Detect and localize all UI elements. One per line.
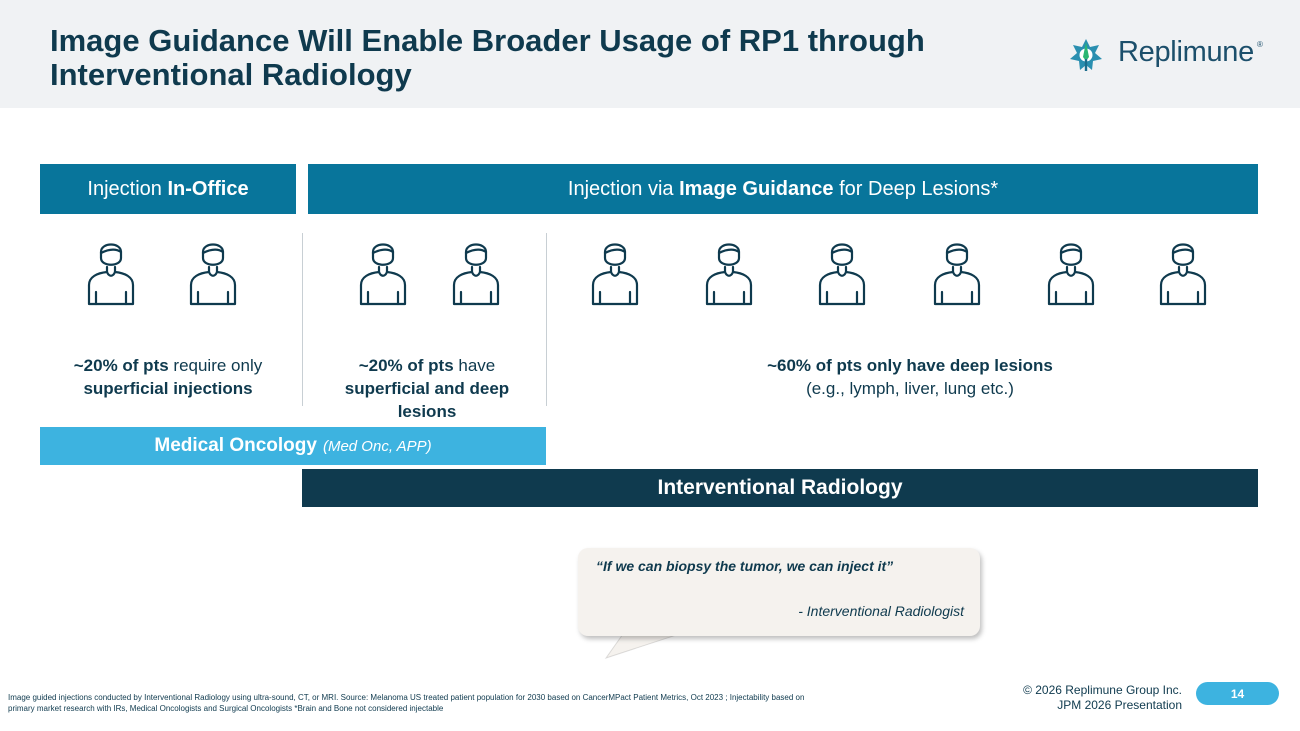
column-divider (302, 233, 303, 406)
bar-label: Medical Oncology (154, 435, 317, 456)
stat-deep-only: ~60% of pts only have deep lesions (e.g.… (640, 354, 1180, 400)
person-icon (1047, 243, 1095, 306)
medical-oncology-bar: Medical Oncology (Med Onc, APP) (40, 427, 546, 465)
stat-subtext: (e.g., lymph, liver, lung etc.) (806, 379, 1014, 398)
logo-wordmark: Replimune (1118, 36, 1254, 68)
section-header-bold: Image Guidance (679, 177, 834, 200)
page-title: Image Guidance Will Enable Broader Usage… (50, 23, 925, 92)
person-icon (705, 243, 753, 306)
section-header-prefix: Injection via (567, 177, 680, 200)
stat-bold: ~60% of pts only have deep lesions (767, 356, 1053, 375)
person-icon (818, 243, 866, 306)
interventional-radiology-bar: Interventional Radiology (302, 469, 1258, 507)
section-header-bold: In-Office (167, 177, 249, 200)
section-header-suffix: for Deep Lesions* (833, 177, 999, 200)
stat-text: have (453, 356, 500, 375)
quote-text: “If we can biopsy the tumor, we can inje… (596, 558, 894, 574)
section-header-in-office: Injection In-Office (40, 164, 296, 214)
stat-bold-2: superficial and deep lesions (344, 379, 510, 421)
person-icon (189, 243, 237, 306)
section-header-image-guidance: Injection via Image Guidance for Deep Le… (308, 164, 1258, 214)
person-icon (591, 243, 639, 306)
stat-bold-2: superficial injections (83, 379, 253, 398)
logo-registered-mark: ® (1257, 40, 1263, 49)
stat-text: require only (168, 356, 267, 375)
section-header-prefix: Injection (87, 177, 168, 200)
copyright-line: © 2026 Replimune Group Inc. (1023, 683, 1182, 697)
bar-label: Interventional Radiology (657, 476, 903, 499)
quote-author: - Interventional Radiologist (798, 603, 964, 619)
presentation-line: JPM 2026 Presentation (1057, 698, 1182, 712)
stat-bold: ~20% of pts (358, 356, 454, 375)
person-icon (1159, 243, 1207, 306)
person-icon (87, 243, 135, 306)
quote-bubble (578, 548, 980, 636)
stat-superficial-and-deep: ~20% of pts have superficial and deep le… (314, 354, 540, 423)
bar-sublabel: (Med Onc, APP) (322, 437, 432, 455)
replimune-logo-icon (1070, 39, 1102, 71)
footnote: Image guided injections conducted by Int… (8, 693, 805, 713)
person-icon (933, 243, 981, 306)
stat-superficial-only: ~20% of pts require only superficial inj… (52, 354, 284, 400)
page-number-badge: 14 (1196, 682, 1279, 705)
column-divider (546, 233, 547, 406)
stat-bold: ~20% of pts (73, 356, 169, 375)
person-icon (452, 243, 500, 306)
person-icon (359, 243, 407, 306)
copyright: © 2026 Replimune Group Inc. JPM 2026 Pre… (980, 683, 1182, 713)
